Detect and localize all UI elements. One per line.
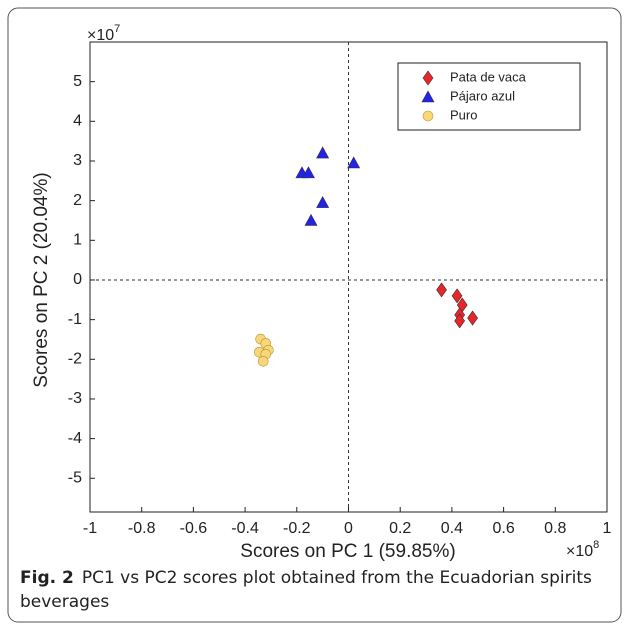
y-tick-label: 5 bbox=[73, 73, 82, 90]
triangle-marker bbox=[304, 213, 318, 226]
diamond-marker bbox=[436, 282, 447, 298]
y-tick-label: -5 bbox=[68, 470, 82, 487]
x-multiplier-exponent: 8 bbox=[593, 539, 599, 551]
caption-label: Fig. 2 bbox=[20, 568, 74, 588]
x-tick-label: 1 bbox=[603, 520, 612, 537]
legend-label: Pájaro azul bbox=[450, 88, 515, 103]
x-multiplier-base: ×10 bbox=[566, 543, 593, 560]
circle-marker bbox=[422, 110, 434, 122]
x-tick-label: -0.4 bbox=[231, 520, 259, 537]
caption-text: PC1 vs PC2 scores plot obtained from the… bbox=[20, 568, 592, 612]
x-tick-label: 0 bbox=[344, 520, 353, 537]
triangle-marker bbox=[316, 196, 330, 208]
triangle-marker bbox=[421, 90, 435, 103]
diamond-marker bbox=[422, 70, 434, 86]
y-tick-label: 0 bbox=[73, 271, 82, 288]
y-tick-label: -1 bbox=[68, 311, 82, 328]
legend-label: Pata de vaca bbox=[450, 69, 527, 84]
y-tick-label: 3 bbox=[73, 152, 82, 169]
circle-marker bbox=[257, 355, 269, 367]
caption: Fig. 2 PC1 vs PC2 scores plot obtained fr… bbox=[20, 566, 610, 614]
y-multiplier-base: ×10 bbox=[87, 27, 114, 44]
y-tick-label: 4 bbox=[73, 113, 82, 130]
x-axis-label: Scores on PC 1 (59.85%) bbox=[240, 541, 455, 562]
y-multiplier: ×107 bbox=[87, 23, 120, 44]
diamond-marker bbox=[467, 310, 478, 326]
y-tick-label: 1 bbox=[73, 232, 82, 249]
triangle-marker bbox=[316, 146, 330, 159]
y-tick-label: -4 bbox=[68, 430, 82, 447]
x-multiplier: ×108 bbox=[566, 539, 599, 560]
x-tick-label: -0.2 bbox=[283, 520, 311, 537]
y-tick-label: -3 bbox=[68, 390, 82, 407]
triangle-marker bbox=[347, 156, 361, 169]
triangle-marker bbox=[301, 166, 315, 179]
figure-border bbox=[7, 7, 622, 623]
y-axis-label: Scores on PC 2 (20.04%) bbox=[31, 172, 52, 387]
y-multiplier-exponent: 7 bbox=[114, 23, 120, 35]
x-tick-label: -0.8 bbox=[128, 520, 156, 537]
legend-label: Puro bbox=[450, 107, 477, 122]
x-tick-label: 0.6 bbox=[492, 520, 514, 537]
x-tick-label: 0.8 bbox=[544, 520, 566, 537]
x-tick-label: -1 bbox=[83, 520, 97, 537]
diamond-marker bbox=[451, 288, 463, 304]
y-tick-label: 2 bbox=[73, 192, 82, 209]
x-tick-label: 0.4 bbox=[441, 520, 463, 537]
diamond-marker bbox=[454, 313, 466, 329]
y-tick-label: -2 bbox=[68, 351, 82, 368]
x-tick-label: 0.2 bbox=[389, 520, 411, 537]
x-tick-label: -0.6 bbox=[180, 520, 208, 537]
